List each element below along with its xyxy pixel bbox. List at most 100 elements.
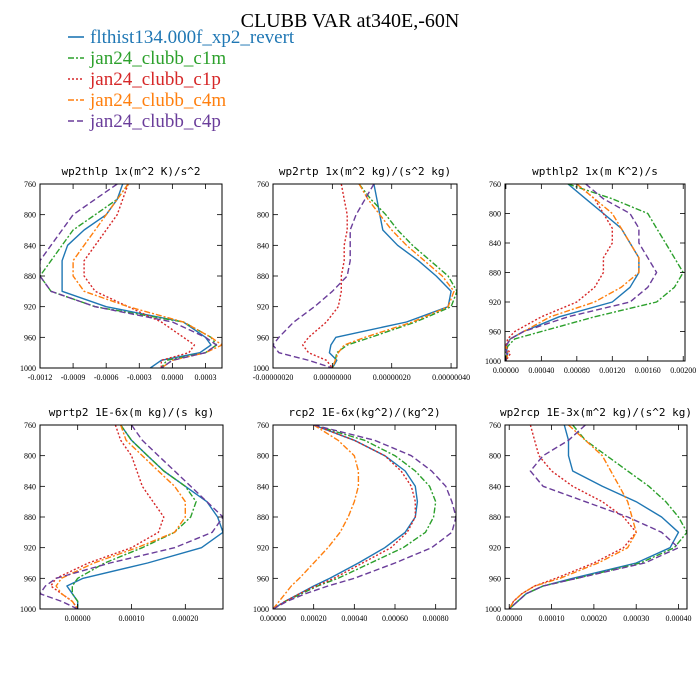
- x-tick-label: 0.00020: [301, 614, 327, 623]
- x-tick-label: 0.00120: [599, 366, 625, 375]
- y-tick-label: 920: [24, 303, 36, 312]
- series-line: [505, 184, 684, 361]
- y-tick-label: 960: [489, 574, 501, 583]
- y-tick-label: 1000: [20, 605, 36, 614]
- x-tick-label: -0.00000020: [253, 373, 294, 382]
- series-group: [505, 184, 684, 361]
- y-tick-label: 880: [24, 272, 36, 281]
- panel-title: rcp2 1E-6x(kg^2)/(kg^2): [288, 406, 440, 419]
- x-tick-label: 0.00020: [581, 614, 607, 623]
- y-tick-label: 920: [489, 298, 501, 307]
- legend-label: jan24_clubb_c4m: [89, 90, 226, 111]
- figure-title: CLUBB VAR at340E,-60N: [241, 10, 460, 32]
- series-line: [505, 184, 640, 361]
- series-group: [273, 184, 457, 368]
- y-tick-label: 1000: [253, 605, 269, 614]
- x-tick-label: 0.00080: [423, 614, 449, 623]
- panels: wp2thlp 1x(m^2 K)/s^2 760 800 840 880 920 960 1…: [20, 165, 696, 623]
- y-tick-label: 920: [257, 544, 269, 553]
- y-tick-label: 840: [257, 482, 269, 491]
- legend-entry: jan24_clubb_c1p: [68, 69, 221, 90]
- panel-6: wp2rcp 1E-3x(m^2 kg)/(s^2 kg) 760 800 840 88…: [485, 406, 692, 623]
- y-tick-label: 960: [257, 333, 269, 342]
- x-tick-label: 0.00040: [666, 614, 692, 623]
- series-line: [273, 425, 437, 609]
- x-tick-label: 0.00000020: [373, 373, 411, 382]
- x-tick-label: 0.0003: [194, 373, 216, 382]
- y-tick-label: 880: [24, 513, 36, 522]
- y-tick-label: 840: [257, 241, 269, 250]
- y-tick-label: 800: [257, 211, 269, 220]
- y-tick-label: 880: [489, 513, 501, 522]
- series-line: [55, 425, 187, 609]
- legend-label: flthist134.000f_xp2_revert: [90, 27, 295, 48]
- panel-1: wp2thlp 1x(m^2 K)/s^2 760 800 840 880 920 960 1…: [20, 165, 223, 382]
- y-tick-label: 1000: [20, 364, 36, 373]
- series-line: [505, 184, 613, 361]
- x-tick-label: 0.00200: [670, 366, 696, 375]
- y-tick-label: 840: [24, 482, 36, 491]
- x-tick-label: 0.00000: [65, 614, 91, 623]
- plot-frame: [272, 183, 458, 369]
- y-tick-label: 880: [257, 513, 269, 522]
- series-line: [50, 425, 165, 609]
- x-tick-label: 0.00080: [564, 366, 590, 375]
- plot-frame: [39, 424, 224, 610]
- panel-title: wpthlp2 1x(m K^2)/s: [532, 165, 658, 178]
- legend-label: jan24_clubb_c1p: [89, 69, 221, 90]
- series-line: [273, 425, 360, 609]
- panel-title: wp2rtp 1x(m^2 kg)/(s^2 kg): [279, 165, 451, 178]
- y-tick-label: 960: [24, 333, 36, 342]
- legend-entry: jan24_clubb_c4m: [68, 90, 226, 111]
- series-line: [328, 184, 452, 368]
- panel-3: wpthlp2 1x(m K^2)/s 760 800 840 880 920 960 100…: [485, 165, 696, 375]
- series-line: [273, 425, 456, 609]
- plot-frame: [39, 183, 223, 369]
- y-tick-label: 880: [489, 269, 501, 278]
- y-tick-label: 920: [489, 544, 501, 553]
- y-tick-label: 760: [257, 180, 269, 189]
- series-line: [505, 184, 658, 361]
- panel-2: wp2rtp 1x(m^2 kg)/(s^2 kg) 760 800 840 880 92…: [253, 165, 470, 382]
- series-group: [273, 425, 456, 609]
- plot-frame: [504, 183, 686, 362]
- y-tick-label: 760: [24, 421, 36, 430]
- x-tick-label: 0.00030: [623, 614, 649, 623]
- legend-entry: jan24_clubb_c4p: [68, 111, 221, 132]
- series-line: [331, 184, 457, 368]
- x-tick-label: 0.00000040: [432, 373, 470, 382]
- y-tick-label: 760: [24, 180, 36, 189]
- x-tick-label: 0.00160: [635, 366, 661, 375]
- series-line: [508, 425, 637, 609]
- series-line: [508, 425, 680, 609]
- series-line: [273, 425, 416, 609]
- y-tick-label: 800: [24, 211, 36, 220]
- x-tick-label: -0.0003: [127, 373, 152, 382]
- x-tick-label: 0.00000: [260, 614, 286, 623]
- y-tick-label: 920: [24, 544, 36, 553]
- y-tick-label: 960: [24, 574, 36, 583]
- y-tick-label: 760: [489, 180, 501, 189]
- plot-frame: [504, 424, 688, 610]
- plot-frame: [272, 424, 457, 610]
- y-tick-label: 880: [257, 272, 269, 281]
- series-line: [40, 425, 223, 609]
- series-line: [508, 425, 687, 609]
- x-tick-label: -0.0009: [61, 373, 86, 382]
- y-tick-label: 800: [24, 452, 36, 461]
- y-tick-label: 760: [489, 421, 501, 430]
- series-group: [40, 184, 222, 368]
- panel-5: rcp2 1E-6x(kg^2)/(kg^2) 760 800 840 880 920 96…: [253, 406, 457, 623]
- panel-title: wp2rcp 1E-3x(m^2 kg)/(s^2 kg): [500, 406, 692, 419]
- series-line: [302, 184, 348, 368]
- y-tick-label: 1000: [253, 364, 269, 373]
- y-tick-label: 840: [489, 239, 501, 248]
- series-line: [505, 184, 640, 361]
- y-tick-label: 920: [257, 303, 269, 312]
- series-group: [40, 425, 223, 609]
- legend-label: jan24_clubb_c1m: [89, 48, 226, 69]
- series-line: [273, 184, 375, 368]
- series-line: [40, 184, 218, 368]
- y-tick-label: 800: [489, 452, 501, 461]
